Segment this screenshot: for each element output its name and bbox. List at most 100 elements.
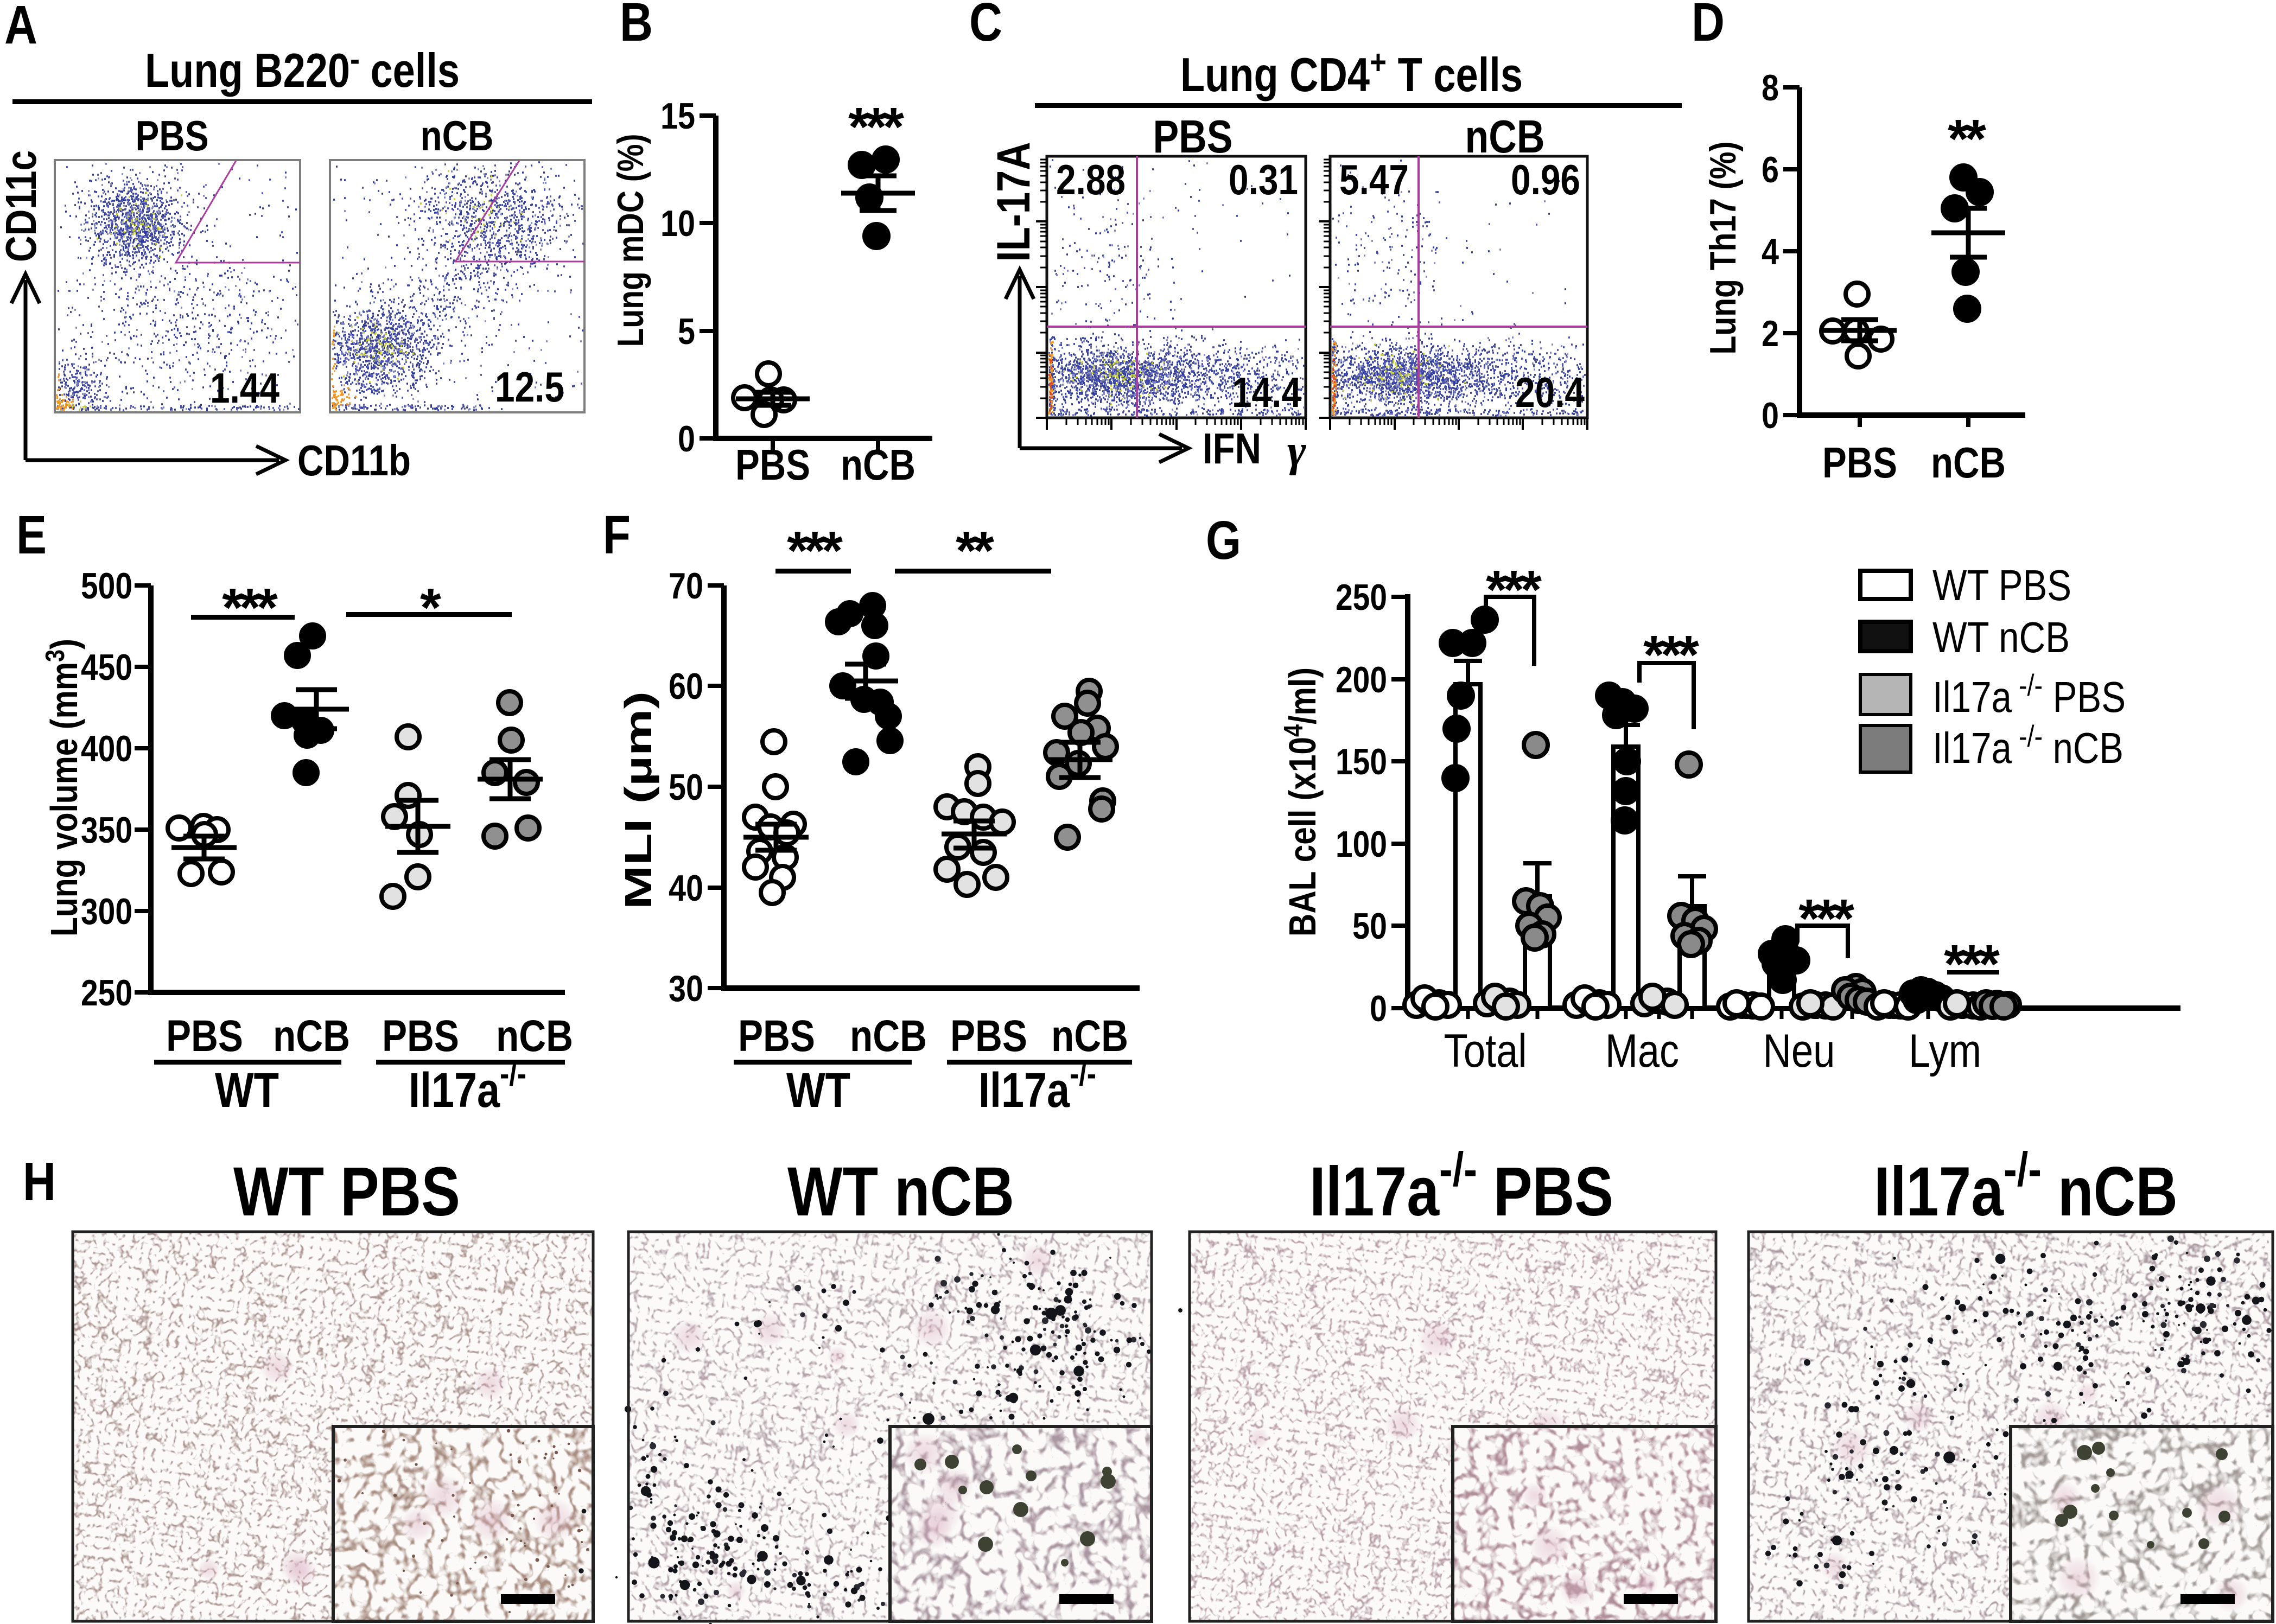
svg-text:PBS: PBS	[735, 441, 810, 489]
svg-text:Neu: Neu	[1763, 1025, 1835, 1077]
svg-text:PBS: PBS	[1822, 438, 1897, 487]
svg-text:250: 250	[1336, 577, 1387, 618]
svg-text:WT PBS: WT PBS	[1932, 561, 2071, 609]
svg-text:0.96: 0.96	[1511, 156, 1580, 203]
svg-text:CD11c: CD11c	[0, 150, 45, 262]
svg-text:F: F	[603, 505, 631, 565]
svg-text:nCB: nCB	[1931, 438, 2006, 487]
svg-text:G: G	[1206, 510, 1241, 571]
svg-text:**: **	[956, 520, 994, 581]
svg-text:nCB: nCB	[1465, 111, 1545, 163]
svg-text:PBS: PBS	[950, 1011, 1027, 1061]
svg-text:Il17a: Il17a	[409, 1063, 500, 1118]
svg-text:H: H	[23, 1151, 56, 1212]
svg-text:***: ***	[222, 577, 278, 638]
svg-text:12.5: 12.5	[495, 363, 564, 411]
svg-text:nCB: nCB	[841, 441, 916, 489]
svg-text:PBS: PBS	[166, 1011, 243, 1061]
svg-text:nCB: nCB	[496, 1011, 573, 1061]
svg-text:IFN: IFN	[1203, 424, 1261, 473]
svg-text:150: 150	[1336, 741, 1387, 782]
svg-text:200: 200	[1336, 659, 1387, 700]
svg-text:Il17a: Il17a	[978, 1063, 1070, 1118]
svg-text:40: 40	[669, 868, 703, 909]
svg-text:Mac: Mac	[1605, 1025, 1679, 1077]
svg-text:350: 350	[81, 810, 132, 851]
svg-text:T cells: T cells	[1387, 48, 1523, 101]
svg-text:Il17a: Il17a	[1309, 1153, 1440, 1231]
svg-text:4: 4	[1762, 231, 1779, 272]
svg-text:Total: Total	[1444, 1025, 1527, 1077]
svg-text:***: ***	[848, 97, 904, 157]
svg-text:5: 5	[678, 311, 695, 352]
svg-text:Lung volume (mm: Lung volume (mm	[43, 662, 85, 937]
svg-text:nCB: nCB	[1051, 1011, 1128, 1061]
svg-text:PBS: PBS	[382, 1011, 459, 1061]
svg-text:nCB: nCB	[2042, 1153, 2178, 1231]
svg-text:15: 15	[660, 95, 695, 137]
svg-text:-/-: -/-	[2012, 668, 2043, 702]
svg-text:A: A	[4, 0, 37, 55]
svg-text:0: 0	[1762, 395, 1779, 436]
svg-text:Lung Th17 (%): Lung Th17 (%)	[1702, 142, 1744, 355]
svg-text:Lung B220: Lung B220	[145, 43, 350, 97]
svg-text:14.4: 14.4	[1232, 368, 1301, 416]
svg-text:Il17a: Il17a	[1932, 724, 2012, 772]
svg-text:300: 300	[81, 891, 132, 932]
svg-text:30: 30	[669, 968, 703, 1009]
svg-text:20.4: 20.4	[1515, 368, 1585, 416]
svg-text:Il17a: Il17a	[1932, 673, 2012, 721]
svg-text:0.31: 0.31	[1229, 156, 1298, 203]
svg-text:BAL cell (x10: BAL cell (x10	[1281, 737, 1324, 937]
svg-text:WT: WT	[786, 1063, 850, 1118]
svg-text:5.47: 5.47	[1339, 156, 1409, 203]
svg-text:0: 0	[1370, 988, 1387, 1029]
svg-text:Il17a: Il17a	[1874, 1153, 2004, 1231]
svg-text:3: 3	[41, 649, 70, 662]
svg-text:60: 60	[669, 666, 703, 707]
svg-text:WT nCB: WT nCB	[787, 1153, 1014, 1231]
svg-text:PBS: PBS	[1477, 1153, 1613, 1231]
svg-text:2.88: 2.88	[1056, 156, 1126, 203]
svg-text:γ: γ	[1287, 425, 1306, 476]
svg-text:500: 500	[81, 565, 132, 607]
svg-text:IL-17A: IL-17A	[988, 142, 1040, 262]
svg-text:250: 250	[81, 972, 132, 1014]
svg-text:450: 450	[81, 647, 132, 688]
svg-text:Lym: Lym	[1909, 1025, 1981, 1077]
svg-text:nCB: nCB	[421, 112, 494, 160]
svg-text:WT PBS: WT PBS	[233, 1153, 460, 1231]
svg-text:): )	[43, 639, 85, 649]
svg-text:70: 70	[669, 565, 703, 607]
svg-text:***: ***	[1944, 934, 2000, 995]
svg-text:100: 100	[1336, 824, 1387, 865]
svg-text:MLI (µm): MLI (µm)	[617, 691, 659, 909]
svg-text:Lung CD4: Lung CD4	[1180, 48, 1370, 101]
svg-text:WT nCB: WT nCB	[1932, 613, 2070, 661]
svg-text:***: ***	[1798, 888, 1854, 949]
svg-text:PBS: PBS	[136, 112, 209, 160]
svg-text:B: B	[620, 0, 653, 53]
svg-text:8: 8	[1762, 67, 1779, 109]
svg-text:PBS: PBS	[1153, 111, 1233, 163]
svg-text:6: 6	[1762, 149, 1779, 190]
svg-text:nCB: nCB	[273, 1011, 350, 1061]
svg-text:4: 4	[1279, 724, 1308, 737]
svg-text:-/-: -/-	[2012, 719, 2043, 753]
svg-text:PBS: PBS	[738, 1011, 815, 1061]
svg-text:Lung mDC (%): Lung mDC (%)	[610, 134, 651, 347]
svg-text:**: **	[1948, 109, 1986, 169]
svg-text:nCB: nCB	[850, 1011, 927, 1061]
svg-text:-: -	[350, 40, 360, 78]
svg-text:-/-: -/-	[1439, 1142, 1477, 1196]
svg-text:2: 2	[1762, 313, 1779, 354]
svg-text:-/-: -/-	[500, 1055, 526, 1093]
svg-text:D: D	[1692, 0, 1725, 53]
svg-text:1.44: 1.44	[210, 364, 279, 412]
svg-text:+: +	[1370, 43, 1387, 81]
svg-text:/ml): /ml)	[1281, 667, 1324, 724]
svg-text:nCB: nCB	[2043, 724, 2124, 772]
svg-text:0: 0	[678, 418, 695, 460]
svg-text:cells: cells	[359, 43, 460, 97]
svg-text:E: E	[16, 505, 47, 565]
